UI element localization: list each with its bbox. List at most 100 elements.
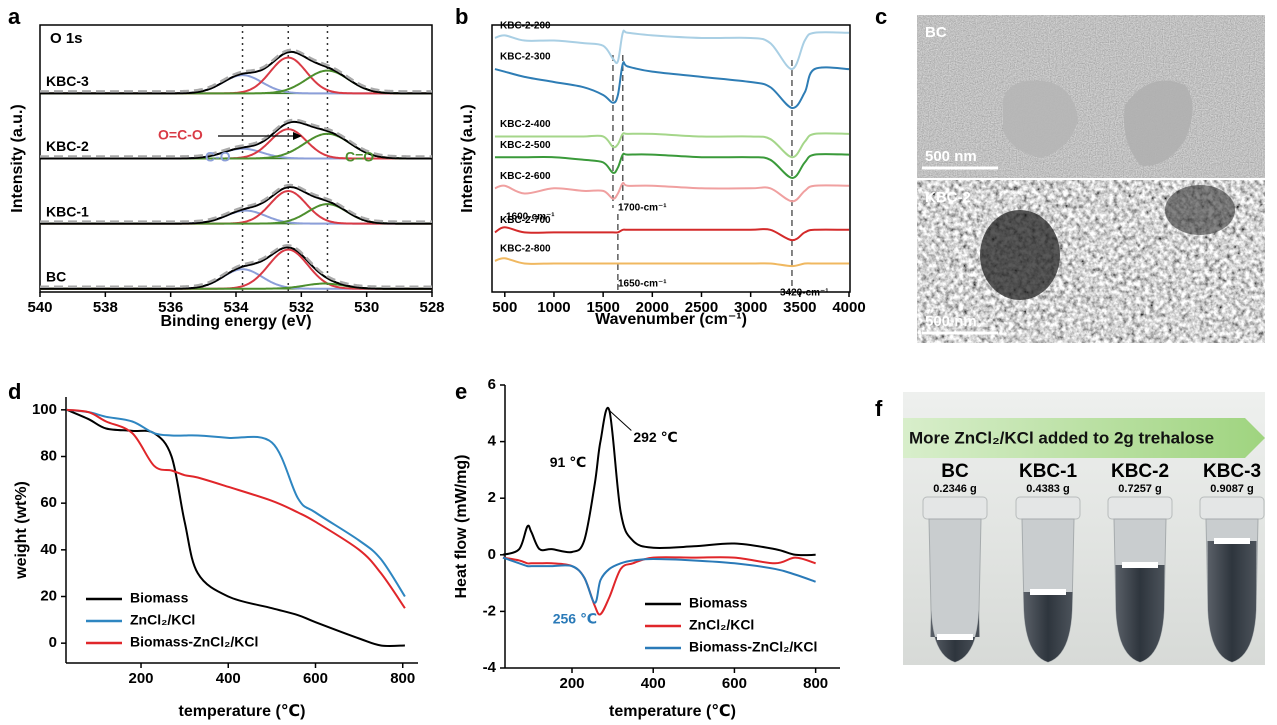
x-tick-label: 600 [722, 675, 747, 692]
envelope [40, 50, 432, 95]
x-tick-label: 532 [289, 299, 314, 316]
x-tick-label: 536 [158, 299, 183, 316]
component-label: O=C-O [158, 127, 203, 143]
x-tick-label: 2000 [636, 299, 669, 316]
annotation: 256 ℃ [553, 611, 597, 627]
sem-label: KBC-2 [925, 189, 971, 206]
panel-letter: d [8, 379, 21, 404]
tube-name: KBC-3 [1203, 461, 1261, 482]
banner-arrow [903, 418, 1265, 458]
x-tick-label: 500 [492, 299, 517, 316]
x-axis-title: Wavenumber (cm⁻¹) [595, 311, 747, 328]
fit-envelope [39, 183, 432, 223]
pore [980, 210, 1060, 300]
data-line [502, 406, 816, 557]
fit-envelope [40, 244, 432, 288]
level-mark [1214, 538, 1250, 544]
level-mark [1122, 562, 1158, 568]
particle [1124, 80, 1193, 166]
x-tick-label: 200 [129, 670, 154, 687]
x-tick-label: 528 [419, 299, 444, 316]
panel-letter: c [875, 4, 887, 29]
fit-envelope [40, 48, 432, 93]
tube-name: KBC-1 [1019, 461, 1077, 482]
x-tick-label: 400 [641, 675, 666, 692]
x-tick-label: 534 [223, 299, 249, 316]
tube-mass: 0.2346 g [933, 483, 976, 495]
sample-label: KBC-1 [46, 203, 89, 219]
tube-cap [1015, 496, 1081, 520]
tube-cap [922, 496, 988, 520]
legend-label: Biomass [689, 595, 748, 611]
y-tick-label: -4 [483, 659, 497, 676]
tube-liquid [930, 610, 980, 662]
fit-envelope [40, 118, 432, 158]
data-line [66, 408, 406, 609]
component-label: C=O [345, 149, 374, 165]
x-axis-title: temperature (℃) [179, 703, 306, 720]
x-tick-label: 2500 [685, 299, 718, 316]
envelope [39, 246, 432, 290]
fit-component [40, 190, 432, 225]
reference-label: 3420-cm⁻¹ [780, 288, 829, 299]
sample-label: BC [46, 268, 66, 284]
data-line [494, 132, 850, 159]
y-tick-label: 80 [40, 447, 57, 464]
component-label: C-O [205, 149, 231, 165]
x-tick-label: 3500 [783, 299, 816, 316]
data-line [494, 152, 850, 179]
tube-name: BC [941, 461, 969, 482]
spectrum-region: O 1s [50, 30, 83, 47]
data-line [494, 181, 850, 203]
series-label: KBC-2-600 [500, 171, 551, 182]
envelope [40, 186, 432, 225]
x-tick-label: 1000 [537, 299, 570, 316]
data-line [502, 556, 816, 616]
photo-panel: More ZnCl₂/KCl added to 2g trehalose BC0… [903, 392, 1265, 665]
pore [1165, 185, 1235, 235]
series-label: KBC-2-500 [500, 140, 551, 151]
sample-label: KBC-3 [46, 73, 89, 89]
data-line [66, 408, 406, 598]
tube-cap [1107, 496, 1173, 520]
level-mark [937, 634, 973, 640]
x-tick-label: 600 [303, 670, 328, 687]
y-tick-label: 2 [488, 489, 496, 506]
x-tick-label: 530 [354, 299, 379, 316]
level-mark [1030, 589, 1066, 595]
y-axis-title: Heat flow (mW/mg) [453, 455, 470, 599]
particle [1003, 80, 1078, 158]
y-tick-label: 4 [488, 433, 497, 450]
panel-letter: e [455, 379, 467, 404]
x-tick-label: 800 [390, 670, 415, 687]
series-label: KBC-2-400 [500, 119, 551, 130]
data-line [494, 29, 850, 71]
legend-label: ZnCl₂/KCl [689, 617, 754, 633]
y-tick-label: 40 [40, 541, 57, 558]
banner-text: More ZnCl₂/KCl added to 2g trehalose [909, 428, 1214, 447]
x-tick-label: 538 [93, 299, 118, 316]
x-tick-label: 3000 [734, 299, 767, 316]
annotation: 91 ℃ [550, 454, 586, 470]
tube-liquid [1207, 541, 1257, 662]
plot-frame [491, 24, 851, 293]
y-tick-label: 100 [32, 401, 57, 418]
sem-panel: BC 500 nm KBC-2 500 nm [917, 15, 1265, 343]
data-line [502, 556, 816, 604]
series-label: KBC-2-700 [500, 215, 551, 226]
data-line [494, 257, 850, 268]
x-tick-label: 800 [803, 675, 828, 692]
y-tick-label: -2 [483, 602, 496, 619]
scale-label: 500 nm [925, 313, 977, 330]
legend-label: ZnCl₂/KCl [130, 612, 195, 628]
x-tick-label: 4000 [832, 299, 865, 316]
annotation: 292 ℃ [633, 429, 677, 445]
data-line [66, 408, 405, 648]
legend-label: Biomass [130, 590, 189, 606]
panel-letter: f [875, 396, 883, 421]
legend-label: Biomass-ZnCl₂/KCl [689, 639, 817, 655]
legend-label: Biomass-ZnCl₂/KCl [130, 634, 258, 650]
reference-label: 1650-cm⁻¹ [618, 279, 667, 290]
tube-cap [1199, 496, 1265, 520]
y-tick-label: 0 [49, 634, 57, 651]
